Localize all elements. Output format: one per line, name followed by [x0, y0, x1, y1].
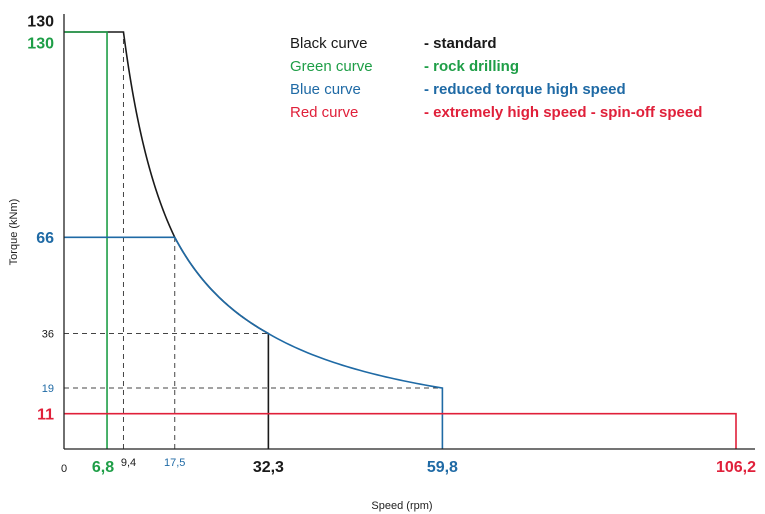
series-extremely-high-speed-spin-off-speed	[64, 412, 737, 449]
legend-key-0: Black curve	[290, 35, 368, 52]
x-tick-label-4: 32,3	[253, 459, 284, 476]
guide-lines	[64, 32, 443, 449]
legend-key-2: Blue curve	[290, 81, 361, 98]
y-tick-label-2: 66	[36, 230, 54, 247]
x-tick-label-3: 17,5	[164, 457, 185, 469]
series-lines	[64, 31, 737, 449]
y-tick-label-0: 130	[27, 14, 54, 31]
series-reduced-torque-high-speed	[64, 236, 444, 449]
legend: Black curve - standard Green curve - rock d…	[290, 35, 702, 121]
y-tick-label-3: 36	[42, 328, 54, 340]
legend-desc-3: - extremely high speed - spin-off speed	[424, 104, 702, 121]
y-tick-label-4: 19	[42, 383, 54, 395]
legend-key-3: Red curve	[290, 104, 358, 121]
series-rock-drilling	[64, 31, 108, 449]
legend-key-1: Green curve	[290, 58, 373, 75]
series-standard	[64, 31, 270, 449]
y-tick-label-5: 11	[37, 406, 54, 423]
x-axis-label: Speed (rpm)	[371, 500, 432, 512]
x-tick-label-6: 106,2	[716, 459, 756, 476]
y-tick-label-1: 130	[27, 36, 54, 53]
x-tick-label-1: 6,8	[92, 459, 114, 476]
axes	[63, 14, 755, 450]
legend-desc-2: - reduced torque high speed	[424, 81, 626, 98]
x-tick-label-0: 0	[61, 463, 67, 475]
tick-labels: 130 130 66 36 19 11 0 6,8 9,4 17,5 32,3 59,8 106,2	[27, 14, 756, 476]
y-axis-label: Torque (kNm)	[8, 199, 20, 266]
x-tick-label-5: 59,8	[427, 459, 458, 476]
x-tick-label-2: 9,4	[121, 457, 136, 469]
legend-desc-0: - standard	[424, 35, 497, 52]
legend-desc-1: - rock drilling	[424, 58, 519, 75]
